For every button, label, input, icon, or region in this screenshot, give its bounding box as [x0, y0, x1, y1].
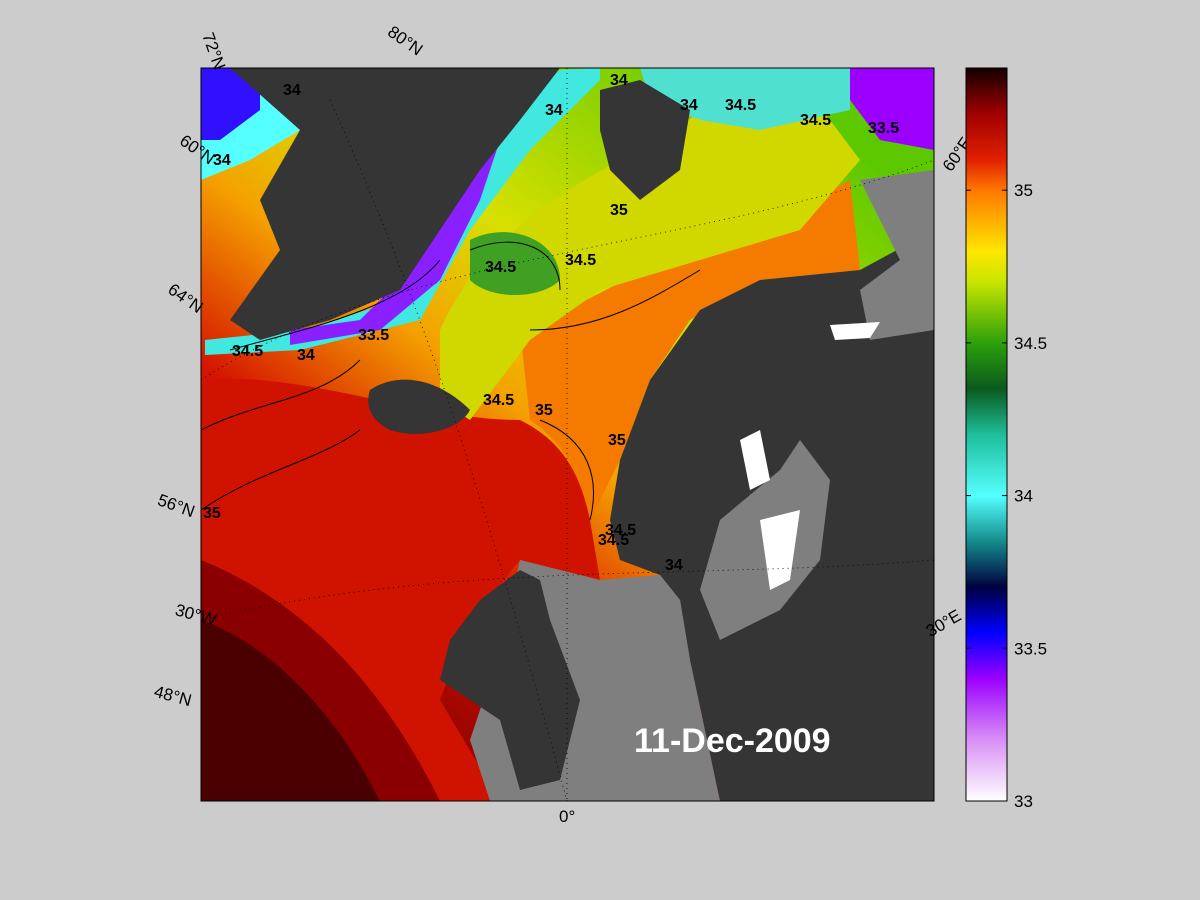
- british-isles-land: [440, 570, 580, 790]
- date-label: 11-Dec-2009: [634, 722, 831, 760]
- contour-label: 34.5: [598, 532, 629, 549]
- arctic-fresh-water: [850, 68, 934, 150]
- norwegian-sea-water: [520, 180, 860, 520]
- lon-label: 80°N: [384, 22, 426, 59]
- graticule: [201, 68, 934, 801]
- barents-grey: [860, 170, 934, 340]
- svalbard-land: [600, 80, 690, 200]
- contour-label: 35: [203, 505, 221, 522]
- colorbar-tick-label: 33: [1014, 792, 1033, 811]
- colorbar-tick-label: 34: [1014, 487, 1033, 506]
- contour-label: 33.5: [358, 327, 389, 344]
- contour-labels: 34 34 34 34.5 34.5 33.5 34 34.5 34 34.5 …: [203, 72, 899, 574]
- colorbar-ticks: 33 33.5 34 34.5 35: [966, 181, 1047, 811]
- colorbar: 33 33.5 34 34.5 35: [965, 67, 1047, 811]
- contour-label: 34: [545, 102, 563, 119]
- contour-label: 34: [665, 557, 683, 574]
- lat-label: 48°N: [152, 682, 194, 710]
- contour-label: 35: [608, 432, 626, 449]
- iceland-land: [368, 379, 470, 434]
- iceland-plateau-water: [470, 232, 560, 295]
- ice-patch: [740, 430, 770, 490]
- contour-label: 34.5: [485, 259, 516, 276]
- fresh-coastal-band: [290, 140, 500, 345]
- colorbar-tick-label: 34.5: [1014, 334, 1047, 353]
- contour-label: 34.5: [725, 97, 756, 114]
- contour-label: 34.5: [800, 112, 831, 129]
- deep-saline-water-mid: [201, 560, 440, 801]
- contour-label: 34.5: [232, 343, 263, 360]
- greenland-sea-water: [440, 80, 860, 420]
- contour-label: 34.5: [565, 252, 596, 269]
- contour-label: 34: [680, 97, 698, 114]
- map-frame: [200, 67, 935, 802]
- labrador-purple-water: [201, 68, 260, 140]
- deep-saline-water: [201, 620, 380, 801]
- contour-label: 34.5: [483, 392, 514, 409]
- map-panel: 34 34 34 34.5 34.5 33.5 34 34.5 34 34.5 …: [201, 68, 934, 801]
- contour-label: 34: [297, 347, 315, 364]
- contour-label: 34.5: [605, 522, 636, 539]
- colorbar-gradient-bar: [965, 67, 1008, 802]
- contour-lines: [201, 241, 701, 521]
- contour-label: 34: [610, 72, 628, 89]
- lat-label: 56°N: [155, 490, 197, 521]
- contour-label: 35: [535, 402, 553, 419]
- arctic-teal-water: [640, 68, 850, 130]
- contour-label: 33.5: [868, 120, 899, 137]
- colorbar-tick-label: 33.5: [1014, 639, 1047, 658]
- ice-patch: [760, 510, 800, 590]
- colorbar-tick-label: 35: [1014, 181, 1033, 200]
- contour-label: 34: [213, 152, 231, 169]
- lat-label: 72°N: [198, 30, 229, 72]
- contour-label: 34: [283, 82, 301, 99]
- lat-label: 64°N: [165, 280, 207, 317]
- lon-label: 0°: [559, 807, 575, 826]
- greenland-land: [230, 68, 560, 340]
- ice-patch: [830, 322, 880, 340]
- contour-label: 35: [610, 202, 628, 219]
